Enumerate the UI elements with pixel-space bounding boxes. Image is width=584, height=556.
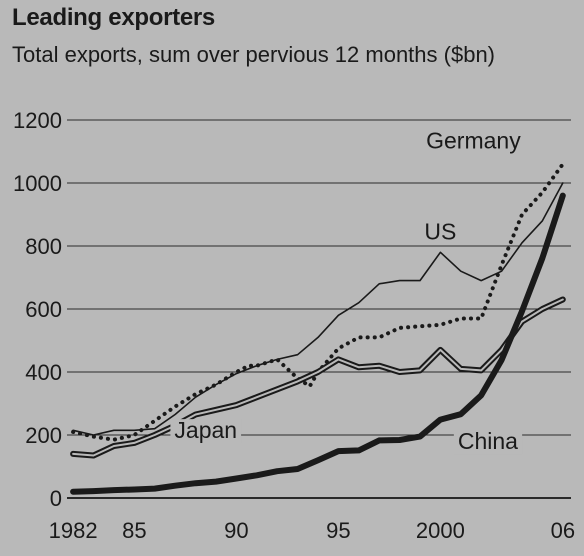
y-axis-tick-labels: 0 200 400 600 800 1000 1200 — [13, 108, 62, 511]
x-tick-label: 85 — [122, 518, 146, 543]
y-tick-label: 1200 — [13, 108, 62, 133]
series-line-germany — [71, 162, 565, 442]
series-lines — [70, 162, 566, 495]
x-tick-label: 2000 — [416, 518, 465, 543]
series-line-japan-inner — [72, 298, 564, 457]
x-tick-label: 95 — [326, 518, 350, 543]
series-line-us — [72, 182, 564, 436]
y-tick-label: 800 — [25, 234, 62, 259]
series-label-us: US — [424, 219, 456, 245]
series-line-china — [70, 192, 566, 495]
series-label-japan: Japan — [174, 417, 237, 443]
y-tick-label: 0 — [50, 486, 62, 511]
series-label-china: China — [458, 428, 518, 454]
chart-subtitle: Total exports, sum over pervious 12 mont… — [12, 42, 496, 67]
y-tick-label: 400 — [25, 360, 62, 385]
y-tick-label: 200 — [25, 423, 62, 448]
x-tick-label: 1982 — [49, 518, 98, 543]
y-tick-label: 1000 — [13, 171, 62, 196]
x-tick-label: 90 — [224, 518, 248, 543]
series-label-background — [420, 220, 461, 245]
series-label-background — [422, 129, 526, 154]
chart-title: Leading exporters — [12, 4, 215, 31]
x-axis-tick-labels: 1982 85 90 95 2000 06 — [49, 518, 575, 543]
series-label-germany: Germany — [426, 127, 521, 153]
series-label-background — [170, 419, 242, 444]
series-label-background — [453, 430, 523, 455]
y-tick-label: 600 — [25, 297, 62, 322]
series-labels: Germany US Japan China — [170, 127, 526, 455]
x-tick-label: 06 — [551, 518, 575, 543]
